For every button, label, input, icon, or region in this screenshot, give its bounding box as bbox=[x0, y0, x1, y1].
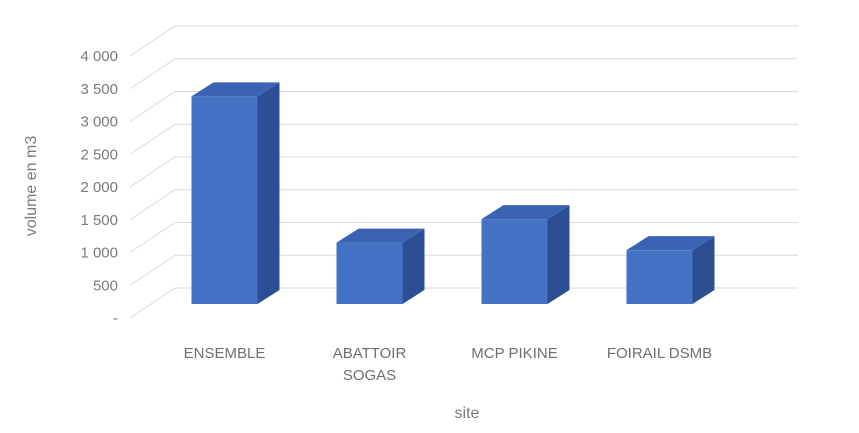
gridline bbox=[129, 58, 798, 90]
bar bbox=[336, 228, 425, 304]
bars bbox=[191, 82, 715, 304]
y-tick-label: - bbox=[113, 310, 118, 327]
bar-front bbox=[481, 219, 548, 304]
y-tick-label: 2 500 bbox=[80, 146, 118, 163]
y-axis-title: volume en m3 bbox=[23, 136, 40, 237]
bar-side bbox=[402, 228, 425, 304]
x-axis-categories: ENSEMBLE ABATTOIR SOGAS MCP PIKINE FOIRAIL D… bbox=[184, 345, 713, 384]
gridline bbox=[129, 222, 798, 253]
y-tick-label: 1 500 bbox=[80, 212, 118, 229]
x-category-label: MCP PIKINE bbox=[471, 345, 557, 362]
bar-front bbox=[191, 96, 258, 304]
gridline bbox=[129, 156, 798, 188]
gridline bbox=[129, 25, 798, 57]
y-tick-label: 4 000 bbox=[80, 48, 118, 65]
bar-top bbox=[481, 205, 570, 220]
gridline bbox=[129, 123, 798, 155]
gridlines bbox=[129, 25, 798, 319]
y-axis-ticks: - 500 1 000 1 500 2 000 2 500 3 000 3 500 4 000 bbox=[80, 48, 118, 327]
bar bbox=[481, 205, 570, 304]
gridline bbox=[129, 287, 798, 319]
y-tick-label: 3 000 bbox=[80, 114, 118, 131]
gridline bbox=[129, 91, 798, 122]
gridline bbox=[129, 189, 798, 221]
x-axis-title: site bbox=[455, 405, 480, 422]
gridline bbox=[129, 254, 798, 286]
bar bbox=[191, 82, 280, 304]
bar-front bbox=[626, 250, 693, 304]
y-tick-label: 500 bbox=[93, 277, 118, 294]
bar-side bbox=[692, 236, 715, 304]
bar-top bbox=[626, 236, 715, 251]
y-tick-label: 3 500 bbox=[80, 81, 118, 98]
bar-front bbox=[336, 242, 403, 304]
x-category-label: ABATTOIR SOGAS bbox=[333, 345, 407, 384]
bar-side bbox=[547, 205, 570, 304]
bar-side bbox=[257, 82, 280, 304]
x-category-label: FOIRAIL DSMB bbox=[607, 345, 712, 362]
x-category-label: ENSEMBLE bbox=[184, 345, 266, 362]
bar bbox=[626, 236, 715, 304]
bar-top bbox=[191, 82, 280, 97]
y-tick-label: 2 000 bbox=[80, 179, 118, 196]
bar-top bbox=[336, 228, 425, 243]
y-tick-label: 1 000 bbox=[80, 245, 118, 262]
